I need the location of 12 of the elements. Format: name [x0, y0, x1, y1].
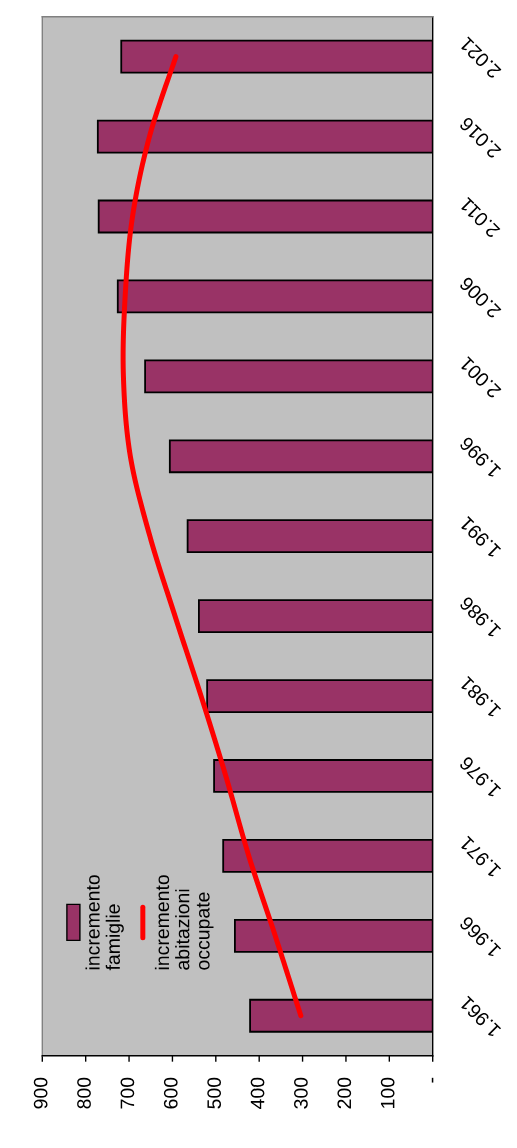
legend-label: incremento famiglie [85, 875, 124, 971]
x-tick-label: 500 [207, 1077, 222, 1109]
x-tick-label: 900 [33, 1077, 48, 1109]
x-tick-label: 200 [337, 1077, 352, 1109]
x-tick-label: 300 [294, 1077, 308, 1109]
x-tick-label: 600 [163, 1077, 178, 1109]
x-tick-label: 400 [250, 1077, 265, 1109]
x-tick-label: 800 [77, 1077, 91, 1109]
x-tick-label: - [431, 1077, 434, 1083]
x-tick-label: 100 [380, 1077, 395, 1108]
x-tick-label: 700 [120, 1077, 135, 1109]
legend-label: incremento abitazioni occupate [154, 875, 214, 970]
